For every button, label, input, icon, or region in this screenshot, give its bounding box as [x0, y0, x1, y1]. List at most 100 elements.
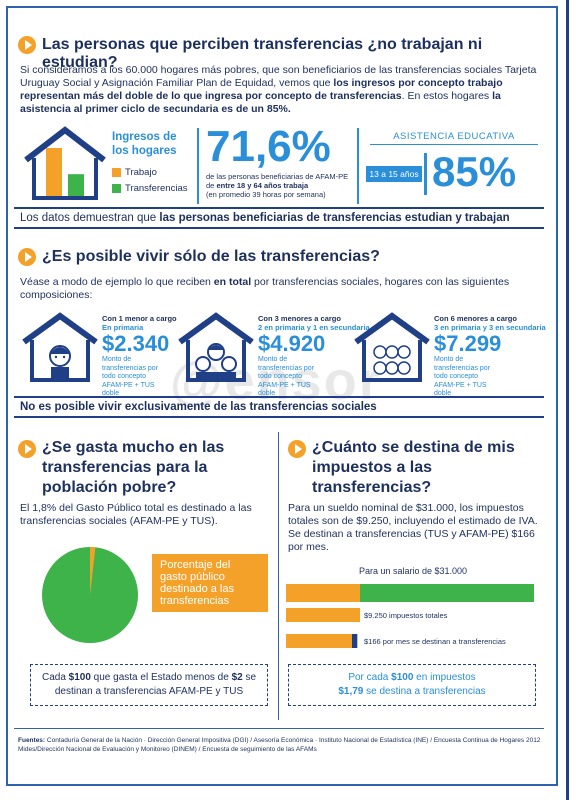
education-age-badge: 13 a 15 años [366, 166, 422, 182]
band-text: Los datos demuestran que [20, 212, 157, 224]
footer-rule [14, 728, 544, 729]
section2-title: ¿Es posible vivir sólo de las transferen… [42, 248, 380, 265]
section3-bullet [18, 440, 36, 459]
play-bullet-icon [18, 36, 36, 54]
house-2-illustration [178, 312, 254, 382]
box4-text-2: en impuestos [413, 672, 476, 683]
box3-text: Cada [41, 672, 69, 683]
house-3-note: Monto de transferencias por todo concept… [434, 356, 491, 397]
footer-sources: Fuentes: Contaduría General de la Nación… [18, 736, 546, 754]
pie-label-box: Porcentaje del gasto público destinado a… [152, 554, 268, 612]
spending-pie-chart [42, 547, 138, 643]
play-bullet-icon [288, 440, 306, 458]
house-2-note: Monto de transferencias por todo concept… [258, 356, 315, 397]
bar-taxes-detail [286, 608, 360, 622]
stat-71-desc-note: (en promedio 39 horas por semana) [206, 190, 326, 199]
stat-71-desc-bold: entre 18 y 64 años trabaja [216, 181, 309, 190]
house-3-amount: $7.299 [434, 331, 502, 356]
legend-swatch-transfer [112, 184, 121, 193]
income-house-chart [24, 126, 106, 200]
play-bullet-icon [18, 248, 36, 266]
play-bullet-icon [18, 440, 36, 458]
bar-transfer [68, 174, 84, 196]
section1-bullet [18, 36, 36, 55]
legend-transfer: Transferencias [112, 183, 187, 194]
child-face-icon [397, 345, 411, 359]
box3-text-3: se destinan a transferencias AFAM-PE y T… [54, 672, 257, 697]
house-1-title: Con 1 menor a cargo En primaria [102, 314, 192, 332]
education-bracket [424, 153, 427, 195]
edge-rule [566, 0, 569, 800]
intro-bold-income: los ingresos por concepto trabajo repres… [20, 77, 503, 102]
stat-71-value: 71,6% [206, 122, 331, 171]
house-3-title: Con 6 menores a cargo 3 en primaria y 3 e… [434, 314, 550, 332]
intro-text-2: . En estos hogares [401, 90, 493, 102]
section4-text: Para un sueldo nominal de $31.000, los i… [288, 502, 538, 553]
section2-intro-text: Véase a modo de ejemplo lo que reciben [20, 276, 214, 288]
house-1-note: Monto de transferencias por todo concept… [102, 356, 159, 397]
column-divider [278, 432, 279, 720]
bar-taxes [286, 584, 360, 602]
house-roof [24, 126, 106, 163]
child-face-icon [385, 345, 399, 359]
child-face-icon [385, 361, 399, 375]
education-value: 85% [432, 148, 517, 195]
house-3-title-text: Con 6 menores a cargo [434, 314, 517, 323]
section1-intro: Si consideramos a los 60.000 hogares más… [20, 64, 542, 116]
divider-2 [357, 128, 359, 204]
house-1-amount: $2.340 [102, 331, 170, 356]
divider-1 [197, 128, 199, 204]
house-2-amount: $4.920 [258, 331, 326, 356]
house-1-title-text: Con 1 menor a cargo [102, 314, 177, 323]
pie-slice-transfers [90, 547, 96, 595]
section1-conclusion-band: Los datos demuestran que las personas be… [14, 207, 544, 229]
house-3-subtitle: 3 en primaria y 3 en secundaria [434, 323, 546, 332]
box3-bold-2: $2 [231, 672, 243, 683]
intro-text: Si consideramos a los 60.000 hogares más… [20, 64, 537, 89]
education-title: ASISTENCIA EDUCATIVA [370, 131, 538, 145]
bar-work [46, 148, 62, 196]
box4-text-3: se destina a transferencias [363, 686, 486, 697]
house-3-illustration [354, 312, 430, 382]
child-face-icon [221, 356, 237, 372]
section2-conclusion-band: No es posible vivir exclusivamente de la… [14, 396, 544, 418]
tax-chart-title: Para un salario de $31.000 [358, 566, 468, 576]
intro-bold-assistance: la asistencia al primer ciclo de secunda… [20, 90, 501, 115]
tax-bar-chart [286, 584, 534, 648]
section2-intro: Véase a modo de ejemplo lo que reciben e… [20, 276, 540, 302]
legend-work-label: Trabajo [125, 167, 157, 178]
section4-title: ¿Cuánto se destina de mis impuestos a la… [312, 439, 515, 496]
section3-text: El 1,8% del Gasto Público total es desti… [20, 502, 252, 527]
footer-label: Fuentes: [18, 737, 46, 744]
stat-71-desc-text: de las personas beneficiarias de AFAM-PE… [206, 172, 349, 190]
section1-title: Las personas que perciben transferencias… [42, 36, 483, 71]
house-1-illustration [22, 312, 98, 382]
stat-71-desc: de las personas beneficiarias de AFAM-PE… [206, 172, 356, 199]
section2-intro-bold: en total [213, 276, 252, 288]
box4-text: Por cada [348, 672, 392, 683]
legend-swatch-work [112, 168, 121, 177]
house-2-title-text: Con 3 menores a cargo [258, 314, 341, 323]
house-walls [32, 158, 98, 200]
legend-work: Trabajo [112, 167, 157, 178]
house-2-subtitle: 2 en primaria y 1 en secundaria [258, 323, 370, 332]
child-face-icon [195, 356, 211, 372]
house-2-title: Con 3 menores a cargo 2 en primaria y 1 e… [258, 314, 378, 332]
house-1-subtitle: En primaria [102, 323, 144, 332]
legend-transfer-label: Transferencias [125, 183, 188, 194]
section3-summary-box: Cada $100 que gasta el Estado menos de $… [30, 664, 268, 706]
section3-title: ¿Se gasta mucho en las transferencias pa… [42, 439, 225, 496]
section2-intro-text-2: por transferencias sociales, hogares con… [20, 276, 510, 301]
box4-bold-2: $1,79 [338, 686, 364, 697]
section4-bullet [288, 440, 306, 459]
label-taxes: $9.250 impuestos totales [364, 611, 448, 620]
label-transfer: $166 por mes se destinan a transferencia… [364, 637, 506, 646]
footer-text: Contaduría General de la Nación · Direcc… [18, 737, 541, 753]
box4-bold-1: $100 [391, 672, 414, 683]
child-face-icon [373, 361, 387, 375]
income-chart-title: Ingresos de los hogares [112, 131, 177, 157]
box3-text-2: que gasta el Estado menos de [90, 672, 232, 683]
band-bold: las personas beneficiarias de transferen… [159, 212, 510, 224]
box3-bold-1: $100 [68, 672, 91, 683]
section4-summary-box: Por cada $100 en impuestos $1,79 se desti… [288, 664, 536, 706]
